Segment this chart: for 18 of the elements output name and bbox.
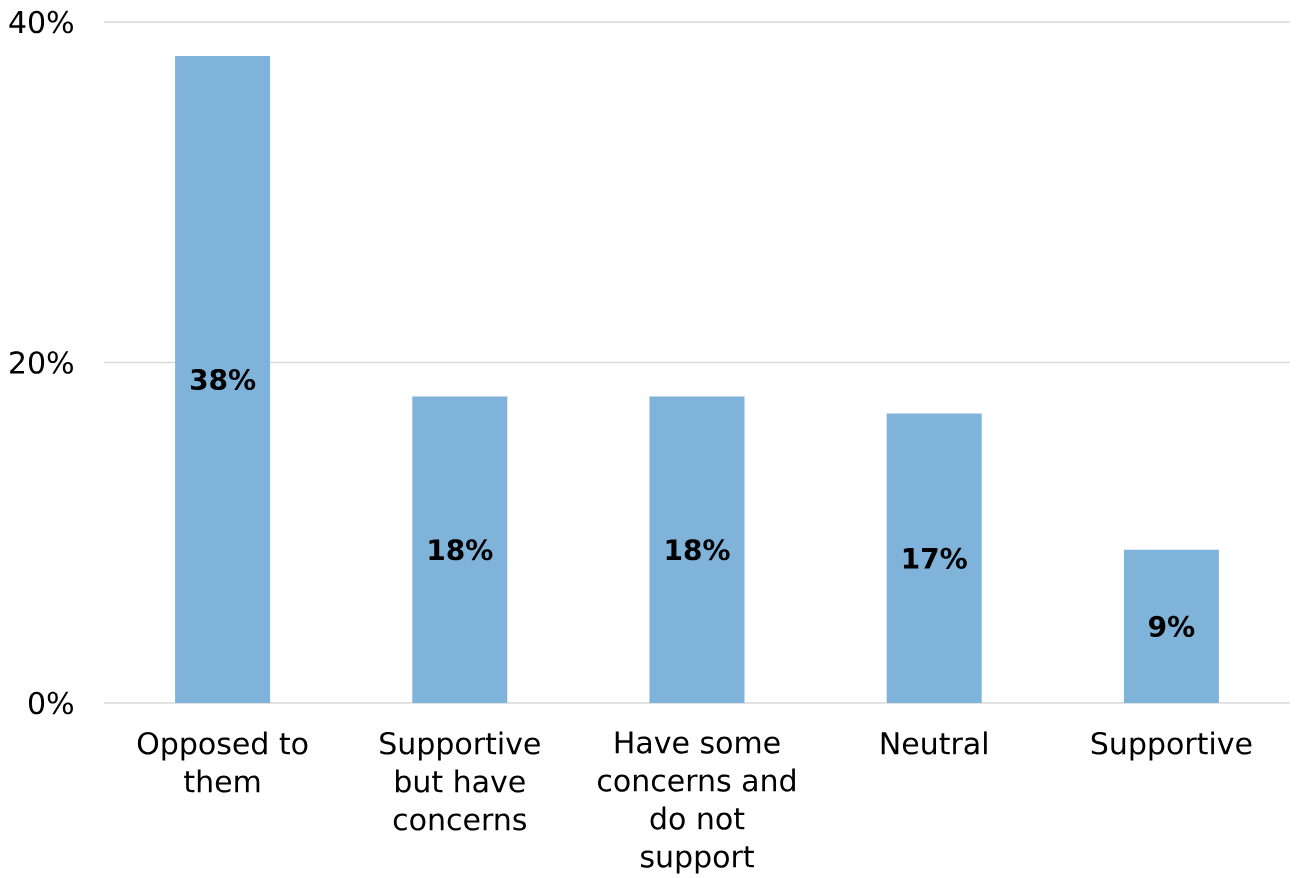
data-label: 9% xyxy=(1149,615,1195,637)
data-label: 38% xyxy=(190,368,256,391)
data-label: 17% xyxy=(903,547,967,569)
x-tick-label: Neutral xyxy=(881,731,987,755)
data-label: 18% xyxy=(666,539,730,561)
bar xyxy=(886,413,982,703)
bar xyxy=(1123,549,1219,703)
y-tick-label: 0% xyxy=(28,691,73,715)
x-tick-label: Supportive xyxy=(1091,731,1252,761)
bar xyxy=(649,396,745,703)
y-tick-label: 20% xyxy=(10,351,73,374)
bar xyxy=(175,56,271,703)
x-tick-label: Have some concerns and do not support xyxy=(598,731,795,874)
y-tick-label: 40% xyxy=(9,10,73,34)
data-label: 18% xyxy=(429,539,493,561)
x-tick-label: Opposed to them xyxy=(137,731,308,793)
bar xyxy=(412,396,508,703)
x-tick-label: Supportive but have concerns xyxy=(380,731,540,831)
